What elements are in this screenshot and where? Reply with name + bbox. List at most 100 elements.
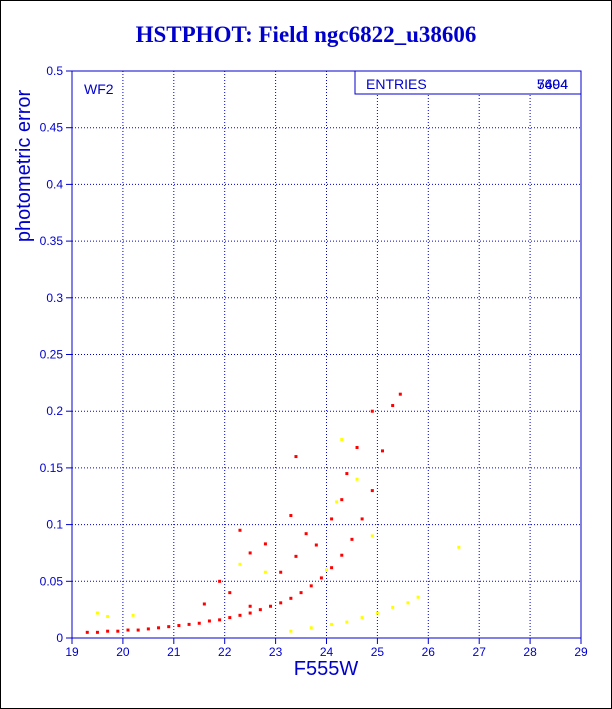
data-point-series-1 — [258, 608, 262, 612]
x-tick-label: 21 — [167, 645, 181, 659]
data-point-series-1 — [279, 601, 283, 605]
data-point-series-1 — [340, 553, 344, 557]
data-point-series-1 — [228, 591, 232, 595]
data-point-series-1 — [197, 621, 201, 625]
data-point-series-1 — [106, 629, 110, 633]
data-point-series-1 — [263, 542, 267, 546]
y-tick-label: 0.2 — [46, 404, 63, 418]
y-tick-label: 0.1 — [46, 518, 63, 532]
data-point-series-1 — [314, 543, 318, 547]
data-point-series-1 — [218, 618, 222, 622]
data-point-series-1 — [228, 616, 232, 620]
data-point-series-2 — [375, 611, 379, 615]
y-tick-label: 0.15 — [40, 461, 64, 475]
data-point-series-1 — [304, 532, 308, 536]
data-point-series-1 — [279, 570, 283, 574]
data-point-series-1 — [248, 611, 252, 615]
data-point-series-1 — [380, 449, 384, 453]
data-point-series-1 — [309, 584, 313, 588]
data-point-series-1 — [218, 579, 222, 583]
data-point-series-2 — [391, 605, 395, 609]
data-point-series-2 — [406, 601, 410, 605]
y-tick-label: 0.45 — [40, 121, 64, 135]
x-tick-label: 23 — [269, 645, 283, 659]
data-point-series-1 — [157, 626, 161, 630]
data-point-series-2 — [345, 620, 349, 624]
grid — [72, 71, 581, 638]
x-tick-label: 29 — [574, 645, 588, 659]
data-point-series-2 — [325, 568, 328, 572]
stats-box-value-1: 5494 — [537, 76, 568, 92]
data-point-series-1 — [238, 528, 242, 532]
data-points — [85, 392, 461, 634]
x-tick-label: 27 — [473, 645, 487, 659]
data-point-series-1 — [398, 392, 402, 396]
data-point-series-2 — [355, 477, 359, 481]
y-tick-label: 0.3 — [46, 291, 63, 305]
x-tick-label: 22 — [218, 645, 232, 659]
data-point-series-2 — [309, 626, 313, 630]
data-point-series-1 — [330, 517, 334, 521]
data-point-series-2 — [370, 534, 374, 538]
data-point-series-1 — [355, 445, 359, 449]
data-point-series-1 — [136, 628, 140, 632]
data-point-series-1 — [95, 630, 99, 634]
x-tick-label: 24 — [320, 645, 334, 659]
data-point-series-1 — [85, 630, 89, 634]
data-point-series-1 — [299, 591, 303, 595]
data-point-series-2 — [131, 613, 135, 617]
data-point-series-2 — [360, 616, 364, 620]
data-point-series-1 — [360, 517, 364, 521]
data-point-series-1 — [340, 498, 344, 502]
stats-box-value-2: 7604 — [537, 76, 568, 92]
data-point-series-2 — [263, 570, 267, 574]
data-point-series-1 — [248, 604, 252, 608]
data-point-series-1 — [167, 625, 171, 629]
panel-label: WF2 — [84, 81, 114, 97]
stats-box-frame — [354, 70, 582, 95]
y-tick-label: 0.5 — [46, 64, 63, 78]
data-point-series-2 — [416, 595, 420, 599]
data-point-series-1 — [269, 604, 273, 608]
data-point-series-1 — [177, 624, 181, 628]
data-point-series-2 — [289, 629, 293, 633]
data-point-series-1 — [391, 404, 395, 408]
data-point-series-1 — [289, 514, 293, 518]
y-axis-label: photometric error — [13, 90, 35, 243]
data-point-series-2 — [106, 614, 110, 618]
x-tick-label: 26 — [422, 645, 436, 659]
data-point-series-1 — [238, 613, 242, 617]
data-point-series-1 — [350, 537, 354, 541]
data-point-series-2 — [95, 611, 99, 615]
data-point-series-1 — [345, 472, 349, 476]
stats-box: ENTRIES 5494 7604 — [354, 70, 582, 95]
data-point-series-1 — [319, 576, 323, 580]
data-point-series-1 — [248, 551, 252, 555]
stats-box-label: ENTRIES — [366, 76, 427, 92]
data-point-series-2 — [330, 622, 334, 626]
data-point-series-2 — [457, 545, 461, 549]
data-point-series-1 — [370, 489, 374, 493]
x-tick-label: 19 — [65, 645, 79, 659]
y-tick-label: 0.25 — [40, 348, 64, 362]
data-point-series-1 — [289, 596, 293, 600]
x-axis-label: F555W — [294, 658, 359, 680]
data-point-series-2 — [238, 562, 242, 566]
y-tick-label: 0 — [56, 631, 63, 645]
y-tick-label: 0.35 — [40, 234, 64, 248]
ticks: 19 20 21 22 23 24 25 26 27 28 29 0 0.05 0.1 0.15 0.2 0.2… — [40, 64, 588, 659]
x-tick-label: 25 — [371, 645, 385, 659]
data-point-series-2 — [340, 438, 344, 442]
y-tick-label: 0.4 — [46, 177, 63, 191]
data-point-series-1 — [187, 622, 191, 626]
data-point-series-2 — [335, 500, 339, 504]
data-point-series-1 — [116, 629, 120, 633]
data-point-series-1 — [202, 602, 206, 606]
data-point-series-1 — [207, 619, 211, 623]
data-point-series-1 — [294, 554, 298, 558]
data-point-series-1 — [330, 566, 334, 570]
data-point-series-1 — [370, 409, 374, 413]
y-tick-label: 0.05 — [40, 574, 64, 588]
chart-title: HSTPHOT: Field ngc6822_u38606 — [135, 22, 477, 47]
data-point-series-1 — [294, 455, 298, 459]
